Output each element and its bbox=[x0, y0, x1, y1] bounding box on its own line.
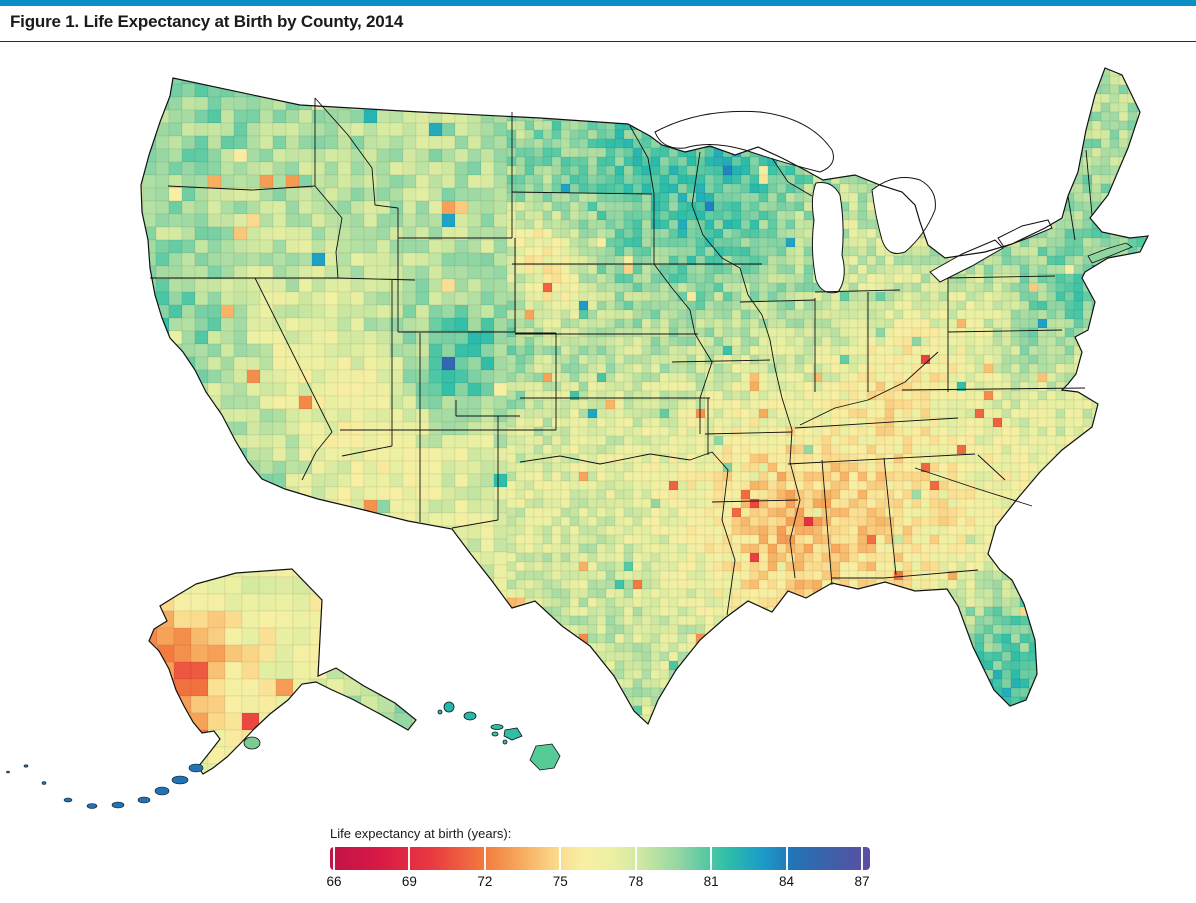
choropleth-map-svg bbox=[6, 67, 1150, 809]
figure-title: Figure 1. Life Expectancy at Birth by Co… bbox=[10, 12, 404, 31]
aleutian-islands bbox=[6, 763, 204, 809]
colorbar-tick-label: 75 bbox=[552, 874, 568, 889]
colorbar-tick bbox=[559, 847, 562, 870]
colorbar-tick-label: 66 bbox=[326, 874, 342, 889]
alaska-kodiak-island bbox=[243, 736, 261, 750]
hawaii-oahu bbox=[463, 711, 477, 721]
colorbar-tick bbox=[483, 847, 486, 870]
colorbar-tick-label: 81 bbox=[703, 874, 719, 889]
lake-michigan bbox=[811, 182, 845, 294]
title-divider bbox=[0, 41, 1196, 42]
hawaii-kauai bbox=[443, 701, 455, 713]
islands bbox=[243, 242, 1133, 771]
great-lakes bbox=[654, 110, 1053, 294]
colorbar-legend: Life expectancy at birth (years): 66 69 72… bbox=[326, 826, 890, 892]
colorbar bbox=[330, 847, 870, 870]
lower48-outline bbox=[140, 67, 1150, 726]
state-borders bbox=[150, 97, 1093, 616]
colorbar-tick-label: 69 bbox=[401, 874, 417, 889]
colorbar-tick-label: 78 bbox=[628, 874, 644, 889]
national-outlines bbox=[140, 67, 1150, 775]
us-life-expectancy-map bbox=[0, 50, 1196, 810]
colorbar-tick bbox=[634, 847, 637, 870]
hawaii-niihau bbox=[437, 709, 443, 715]
hawaii-big-island bbox=[529, 743, 561, 771]
lake-huron bbox=[871, 177, 936, 254]
colorbar-tick bbox=[861, 847, 863, 870]
lake-erie bbox=[929, 239, 1004, 283]
colorbar-tick-label: 87 bbox=[854, 874, 870, 889]
colorbar-title: Life expectancy at birth (years): bbox=[330, 826, 512, 841]
hawaii-kahoolawe bbox=[502, 739, 508, 745]
colorbar-tick bbox=[710, 847, 713, 870]
colorbar-tick bbox=[785, 847, 788, 870]
alaska-outline bbox=[148, 568, 417, 775]
lake-ontario bbox=[997, 219, 1053, 248]
hawaii-maui bbox=[503, 727, 523, 741]
county-mosaic-alaska bbox=[149, 569, 416, 774]
colorbar-tick bbox=[408, 847, 411, 870]
hawaii-molokai bbox=[490, 724, 504, 730]
lake-superior bbox=[654, 110, 834, 173]
hawaii-lanai bbox=[491, 731, 499, 737]
top-accent-bar bbox=[0, 0, 1196, 6]
long-island bbox=[1087, 242, 1133, 264]
colorbar-tick-label: 72 bbox=[477, 874, 493, 889]
colorbar-tick bbox=[333, 847, 335, 870]
colorbar-tick-labels: 66 69 72 75 78 81 84 87 bbox=[326, 874, 870, 892]
colorbar-tick-label: 84 bbox=[779, 874, 795, 889]
